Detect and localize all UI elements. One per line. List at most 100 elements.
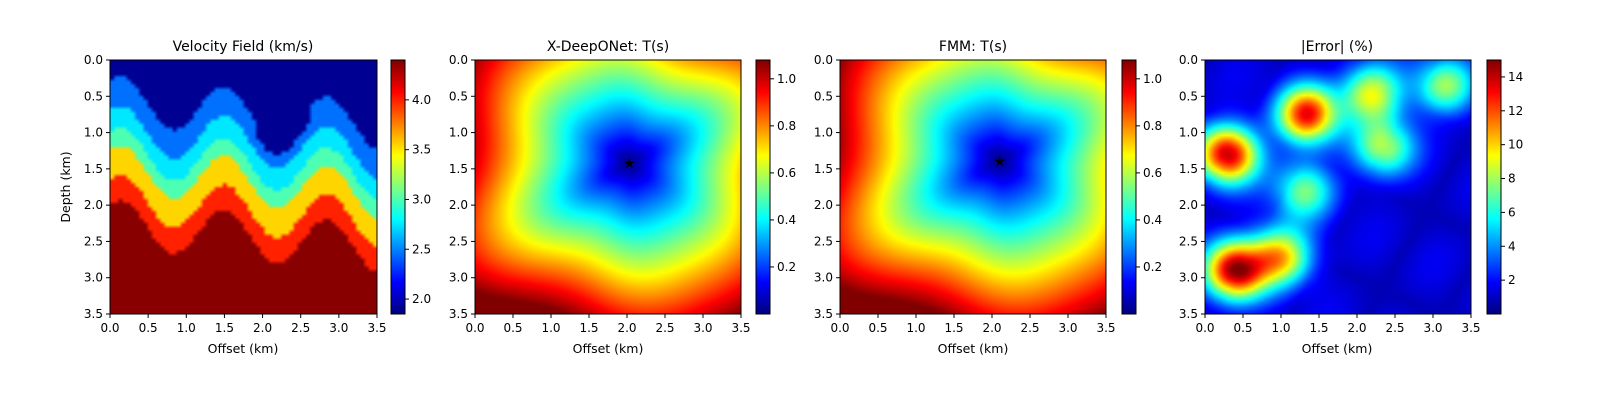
y-tick-label: 0.0 [449,53,468,67]
colorbar-ticks: 0.2 0.4 0.6 0.8 1.0 [1136,72,1162,274]
colorbar-tick-label: 0.4 [777,213,796,227]
x-tick-label: 1.0 [541,321,560,335]
x-tick-label: 2.0 [617,321,636,335]
plot-frame [839,59,1107,315]
colorbar-ticks: 2 4 6 8 10 12 14 [1501,70,1523,287]
x-tick-label: 1.0 [177,321,196,335]
x-tick-label: 0.0 [100,321,119,335]
x-tick-label: 0.5 [1233,321,1252,335]
colorbar-tick-label: 2.0 [412,292,431,306]
x-tick-label: 0.0 [1195,321,1214,335]
colorbar-tick-label: 10 [1508,138,1523,152]
colorbar-frame [755,59,771,315]
error-heatmap [1205,60,1471,314]
y-tick-label: 3.0 [814,271,833,285]
y-tick-label: 0.5 [1179,89,1198,103]
x-axis-label: Offset (km) [938,341,1009,356]
fmm-traveltime-heatmap [840,60,1106,314]
colorbar-tick-label: 2 [1508,273,1516,287]
plot-frame [109,59,378,315]
y-tick-label: 1.0 [1179,126,1198,140]
y-tick-label: 2.0 [84,198,103,212]
colorbar-tick-label: 12 [1508,104,1523,118]
x-tick-label: 1.5 [1309,321,1328,335]
colorbar [391,60,405,314]
colorbar-frame [390,59,406,315]
y-tick-label: 0.0 [814,53,833,67]
y-axis-ticks: 0.0 0.5 1.0 1.5 2.0 2.5 3.0 3.5 [814,53,840,321]
colorbar-tick-label: 4.0 [412,93,431,107]
velocity-panel: Velocity Field (km/s) 0.0 0.5 1.0 1.5 2.0 2.5… [58,39,431,356]
x-tick-label: 1.5 [579,321,598,335]
colorbar-tick-label: 0.6 [1143,166,1162,180]
x-tick-label: 1.5 [944,321,963,335]
x-tick-label: 3.5 [367,321,386,335]
y-tick-label: 1.0 [814,126,833,140]
panel-title: |Error| (%) [1301,39,1373,55]
y-axis-label: Depth (km) [58,151,73,222]
colorbar-tick-label: 1.0 [777,72,796,86]
x-axis-label: Offset (km) [1302,341,1373,356]
y-tick-label: 2.0 [449,198,468,212]
y-tick-label: 2.5 [84,234,103,248]
y-tick-label: 1.5 [84,162,103,176]
x-axis-ticks: 0.0 0.5 1.0 1.5 2.0 2.5 3.0 3.5 [1195,314,1481,335]
colorbar-tick-label: 0.2 [1143,260,1162,274]
colorbar-tick-label: 14 [1508,70,1523,84]
plot-frame [1204,59,1472,315]
panel-title: X-DeepONet: T(s) [547,39,669,55]
y-tick-label: 1.0 [84,126,103,140]
colorbar-tick-label: 0.6 [777,166,796,180]
colorbar-tick-label: 0.2 [777,260,796,274]
y-tick-label: 2.5 [814,234,833,248]
y-tick-label: 1.5 [814,162,833,176]
x-axis-label: Offset (km) [573,341,644,356]
x-tick-label: 2.0 [253,321,272,335]
colorbar-tick-label: 3.5 [412,143,431,157]
y-tick-label: 3.5 [814,307,833,321]
panel-title: FMM: T(s) [939,39,1007,55]
x-tick-label: 0.5 [139,321,158,335]
colorbar-tick-label: 3.0 [412,192,431,206]
y-tick-label: 0.5 [84,89,103,103]
colorbar-tick-label: 2.5 [412,242,431,256]
x-tick-label: 2.5 [1020,321,1039,335]
y-tick-label: 0.5 [814,89,833,103]
x-tick-label: 1.0 [1271,321,1290,335]
deeponet-panel: X-DeepONet: T(s) 0.0 0.5 1.0 1.5 2.0 2.5 3.0 3.… [449,39,796,356]
x-tick-label: 1.5 [215,321,234,335]
colorbar-tick-label: 6 [1508,205,1516,219]
x-tick-label: 0.0 [830,321,849,335]
y-tick-label: 2.0 [814,198,833,212]
y-tick-label: 3.5 [84,307,103,321]
x-tick-label: 2.0 [1347,321,1366,335]
colorbar-tick-label: 1.0 [1143,72,1162,86]
x-tick-label: 3.0 [329,321,348,335]
plot-frame [474,59,742,315]
x-tick-label: 3.5 [731,321,750,335]
y-axis-ticks: 0.0 0.5 1.0 1.5 2.0 2.5 3.0 3.5 [84,53,110,321]
x-tick-label: 3.0 [693,321,712,335]
x-axis-label: Offset (km) [208,341,279,356]
fmm-panel: FMM: T(s) 0.0 0.5 1.0 1.5 2.0 2.5 3.0 3.5 0.00.… [814,39,1162,356]
y-axis-ticks: 0.0 0.5 1.0 1.5 2.0 2.5 3.0 3.5 [449,53,475,321]
y-tick-label: 1.5 [449,162,468,176]
colorbar-ticks: 2.0 2.5 3.0 3.5 4.0 [405,93,431,306]
x-tick-label: 1.0 [906,321,925,335]
x-tick-label: 2.5 [291,321,310,335]
panel-title: Velocity Field (km/s) [173,39,314,55]
x-axis-ticks: 0.0 0.5 1.0 1.5 2.0 2.5 3.0 3.5 [830,314,1116,335]
y-tick-label: 3.5 [449,307,468,321]
y-tick-label: 0.0 [84,53,103,67]
colorbar [756,60,770,314]
y-tick-label: 0.5 [449,89,468,103]
y-axis-ticks: 0.0 0.5 1.0 1.5 2.0 2.5 3.0 3.5 [1179,53,1205,321]
y-tick-label: 2.5 [1179,234,1198,248]
x-axis-ticks: 0.0 0.5 1.0 1.5 2.0 2.5 3.0 3.5 [465,314,751,335]
colorbar [1487,60,1501,314]
y-tick-label: 3.0 [1179,271,1198,285]
x-axis-ticks: 0.0 0.5 1.0 1.5 2.0 2.5 3.0 3.5 [100,314,387,335]
colorbar [1122,60,1136,314]
x-tick-label: 0.5 [868,321,887,335]
